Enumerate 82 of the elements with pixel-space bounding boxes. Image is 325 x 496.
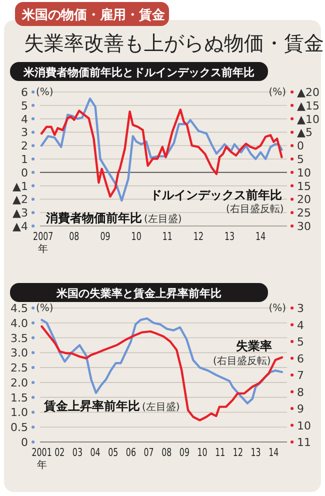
y-axis-title: (%)	[36, 87, 54, 98]
legend-label: 賃金上昇率前年比	[43, 399, 140, 413]
annotation: (右目盛反転)	[213, 355, 271, 367]
y2-tick-label: 11	[297, 436, 311, 449]
y2-tick-label: 6	[297, 352, 304, 366]
y-tick-label: 5	[21, 99, 28, 112]
y2-tick-label: 10	[297, 166, 311, 180]
x-tick-label: 07	[144, 446, 154, 460]
y-tick-label: 2.5	[10, 362, 28, 375]
y2-tick-label: 25	[297, 206, 311, 220]
y-tick-label: 1.0	[10, 406, 28, 420]
y-tick-label: 4.0	[10, 316, 28, 330]
y-tick-label: 3	[21, 126, 28, 140]
y-tick-label: 0.5	[10, 421, 28, 434]
annotation: (右目盛反転)	[226, 203, 284, 215]
y-tick-label: 0	[21, 166, 28, 180]
y2-tick-label: ▲5	[297, 126, 312, 140]
x-tick-label: 14	[268, 446, 279, 460]
y2-tick-label: 7	[297, 369, 304, 382]
chart-title: 米消費者物価前年比とドルインデックス前年比	[22, 66, 254, 79]
y2-axis-title: (%)	[268, 87, 286, 98]
y2-tick-label: 8	[297, 386, 304, 399]
y-tick-label: 1.5	[10, 391, 28, 404]
series-label: 失業率	[236, 339, 272, 353]
y2-tick-label: ▲10	[297, 112, 320, 126]
y-axis-title: (%)	[36, 303, 54, 314]
y-tick-label: 0	[21, 436, 28, 449]
x-tick-label: 2007	[33, 230, 54, 244]
x-axis-title: 年	[38, 243, 48, 255]
x-tick-label: 2001	[32, 446, 52, 460]
y2-tick-label: 9	[297, 402, 304, 416]
y-tick-label: 4.5	[10, 302, 28, 315]
y2-tick-label: 10	[297, 419, 311, 432]
y2-tick-label: ▲20	[297, 86, 320, 99]
x-tick-label: 12	[193, 230, 204, 244]
x-tick-label: 03	[72, 446, 82, 460]
x-tick-label: 10	[197, 446, 208, 460]
x-tick-label: 06	[126, 446, 136, 460]
x-tick-label: 11	[215, 446, 226, 460]
line-series	[40, 325, 284, 422]
x-tick-label: 13	[250, 446, 261, 460]
text: 米国の物価・雇用・賃金	[21, 7, 166, 23]
x-tick-label: 09	[100, 230, 110, 244]
x-tick-label: 14	[256, 230, 266, 244]
y-tick-label: ▲4	[12, 220, 28, 233]
y-tick-label: ▲3	[12, 206, 28, 220]
y2-tick-label: 3	[297, 302, 304, 315]
x-tick-label: 08	[162, 446, 172, 460]
y2-tick-label: 20	[297, 193, 311, 206]
y-tick-label: 6	[21, 86, 28, 99]
y-tick-label: ▲1	[12, 180, 28, 193]
x-tick-label: 10	[131, 230, 142, 244]
x-axis-title: 年	[36, 459, 47, 471]
y2-tick-label: 5	[297, 153, 304, 166]
x-tick-label: 13	[224, 230, 235, 244]
text: 失業率改善も上がらぬ物価・賃金	[24, 31, 324, 55]
x-tick-label: 04	[90, 446, 100, 460]
y2-axis-title: (%)	[268, 303, 286, 314]
y2-tick-label: ▲15	[297, 99, 320, 112]
y-tick-label: 3.5	[10, 332, 28, 345]
series-label: ドルインデックス前年比	[150, 188, 282, 202]
x-tick-label: 11	[162, 230, 172, 244]
x-tick-label: 09	[179, 446, 190, 460]
chart-title: 米国の失業率と賃金上昇率前年比	[56, 287, 222, 300]
y-tick-label: 3.0	[10, 346, 28, 360]
y2-tick-label: 30	[297, 220, 311, 233]
y-tick-label: ▲2	[12, 193, 28, 206]
y-tick-label: 1	[21, 153, 28, 166]
y-tick-label: 4	[21, 112, 28, 126]
x-tick-label: 12	[232, 446, 243, 460]
y-tick-label: 2	[21, 140, 28, 153]
x-tick-label: 02	[54, 446, 65, 460]
annotation: (左目盛)	[142, 401, 180, 413]
x-tick-label: 05	[108, 446, 118, 460]
y2-tick-label: 0	[297, 140, 304, 153]
y2-tick-label: 5	[297, 336, 304, 348]
x-tick-label: 08	[69, 230, 80, 244]
y-tick-label: 2.0	[10, 376, 28, 390]
legend-label: 消費者物価前年比	[45, 211, 142, 225]
y2-tick-label: 15	[297, 180, 311, 193]
y2-tick-label: 4	[297, 318, 304, 332]
annotation: (左目盛)	[144, 213, 182, 225]
